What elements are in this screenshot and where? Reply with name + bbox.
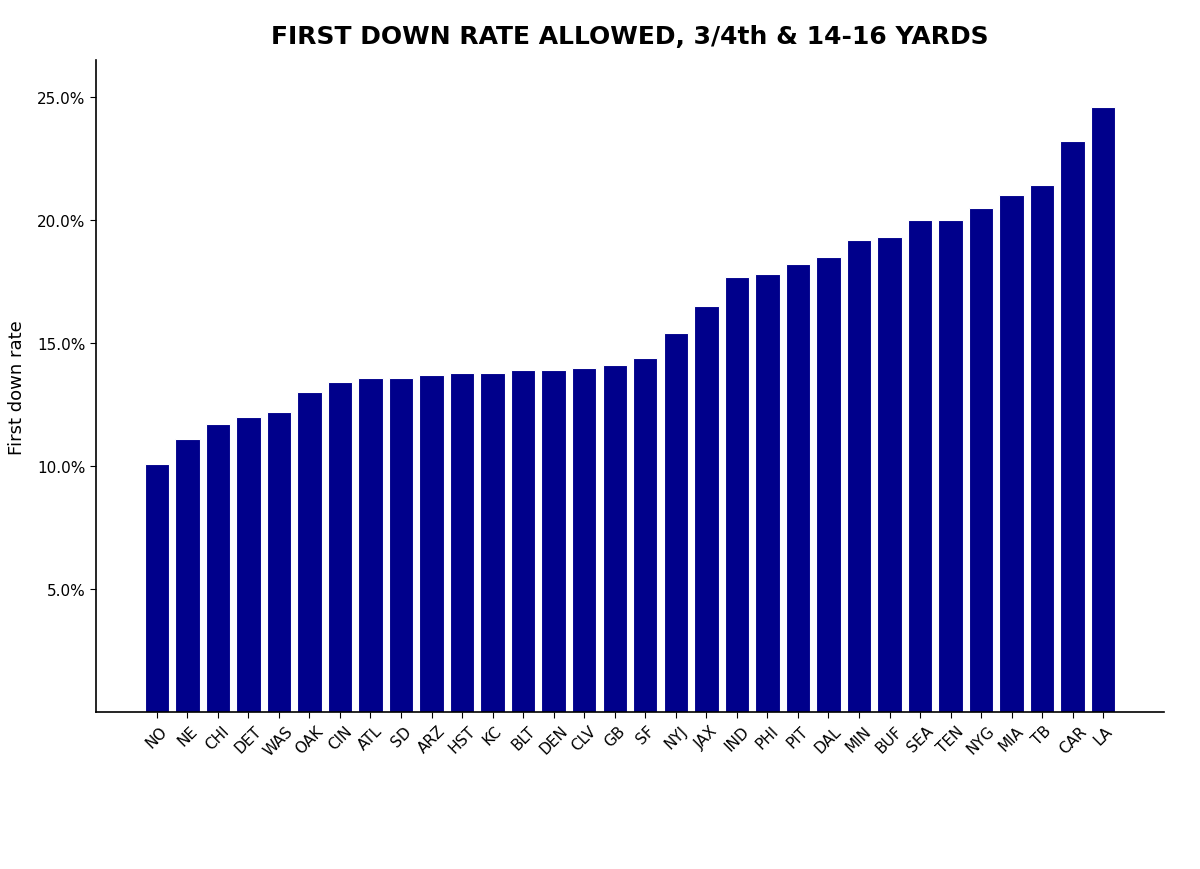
Bar xyxy=(664,334,688,713)
Bar xyxy=(694,307,719,713)
Bar xyxy=(144,464,169,713)
Title: FIRST DOWN RATE ALLOWED, 3/4th & 14-16 YARDS: FIRST DOWN RATE ALLOWED, 3/4th & 14-16 Y… xyxy=(271,25,989,50)
Bar xyxy=(908,221,932,713)
Bar xyxy=(877,238,901,713)
Bar xyxy=(480,373,505,713)
Bar xyxy=(175,440,199,713)
Bar xyxy=(511,371,535,713)
Bar xyxy=(450,373,474,713)
Bar xyxy=(359,378,383,713)
Bar xyxy=(1030,186,1055,713)
Bar xyxy=(266,413,292,713)
Y-axis label: First down rate: First down rate xyxy=(8,320,26,454)
Bar xyxy=(968,209,994,713)
Bar xyxy=(236,417,260,713)
Bar xyxy=(1000,196,1024,713)
Bar xyxy=(1091,108,1116,713)
Bar xyxy=(328,383,352,713)
Bar xyxy=(938,221,962,713)
Bar xyxy=(816,257,841,713)
Bar xyxy=(389,378,413,713)
Bar xyxy=(725,277,749,713)
Bar xyxy=(298,393,322,713)
Bar xyxy=(541,371,566,713)
Bar xyxy=(1061,142,1085,713)
Bar xyxy=(205,425,230,713)
Bar xyxy=(634,358,658,713)
Bar xyxy=(419,375,444,713)
Bar xyxy=(755,275,780,713)
Bar xyxy=(572,368,596,713)
Bar xyxy=(602,366,626,713)
Bar xyxy=(847,241,871,713)
Bar xyxy=(786,265,810,713)
